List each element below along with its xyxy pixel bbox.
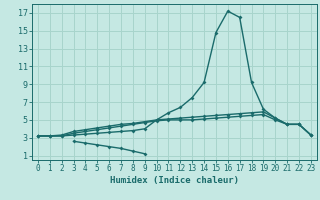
- X-axis label: Humidex (Indice chaleur): Humidex (Indice chaleur): [110, 176, 239, 185]
